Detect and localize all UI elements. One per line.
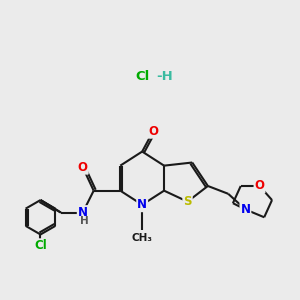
Text: -H: -H <box>156 70 173 83</box>
Text: O: O <box>254 179 265 193</box>
Text: Cl: Cl <box>34 239 47 252</box>
Text: N: N <box>240 203 250 216</box>
Text: CH₃: CH₃ <box>132 233 153 243</box>
Text: O: O <box>148 125 158 138</box>
Text: O: O <box>78 161 88 174</box>
Text: N: N <box>78 206 88 219</box>
Text: S: S <box>183 195 192 208</box>
Text: H: H <box>80 216 89 226</box>
Text: N: N <box>137 198 147 211</box>
Text: Cl: Cl <box>136 70 150 83</box>
